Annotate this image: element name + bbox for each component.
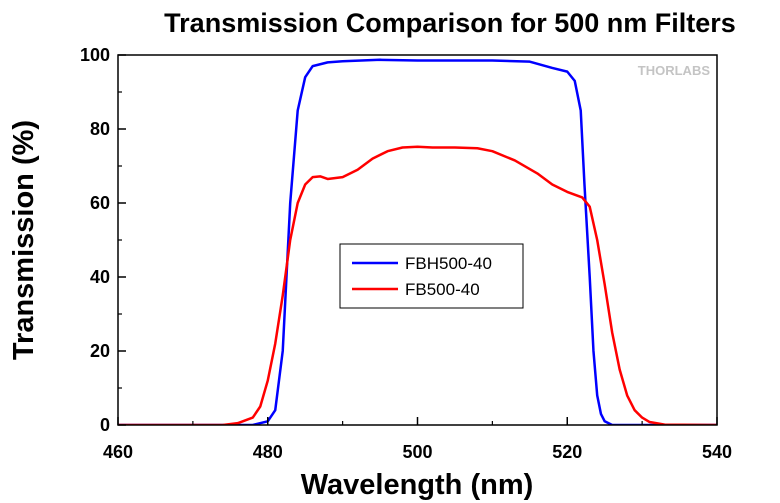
y-axis: 0 20 40 60 80 100	[80, 45, 126, 435]
x-tick-label: 520	[552, 442, 582, 462]
chart-title: Transmission Comparison for 500 nm Filte…	[164, 8, 736, 38]
legend-label-fbh500-40: FBH500-40	[405, 254, 492, 273]
x-tick-label: 480	[253, 442, 283, 462]
x-tick-label: 540	[702, 442, 732, 462]
plot-frame	[117, 54, 718, 426]
y-tick-label: 100	[80, 45, 110, 65]
series-line-fb500-40	[118, 145, 717, 425]
y-tick-label: 20	[90, 341, 110, 361]
x-axis-title: Wavelength (nm)	[301, 469, 534, 501]
watermark-text: THORLABS	[638, 63, 711, 78]
y-tick-label: 60	[90, 193, 110, 213]
y-tick-label: 80	[90, 119, 110, 139]
legend: FBH500-40 FB500-40	[339, 243, 524, 309]
legend-label-fb500-40: FB500-40	[405, 280, 480, 299]
thorlabs-logo: THORLABS	[638, 63, 711, 78]
x-tick-label: 500	[402, 442, 432, 462]
y-axis-title: Transmission (%)	[8, 120, 40, 360]
series-layer	[118, 58, 717, 425]
y-tick-label: 0	[100, 415, 110, 435]
x-axis: 460 480 500 520 540	[103, 417, 732, 462]
legend-box	[339, 243, 524, 309]
series-line-fbh500-40	[118, 58, 717, 425]
y-tick-label: 40	[90, 267, 110, 287]
x-tick-label: 460	[103, 442, 133, 462]
